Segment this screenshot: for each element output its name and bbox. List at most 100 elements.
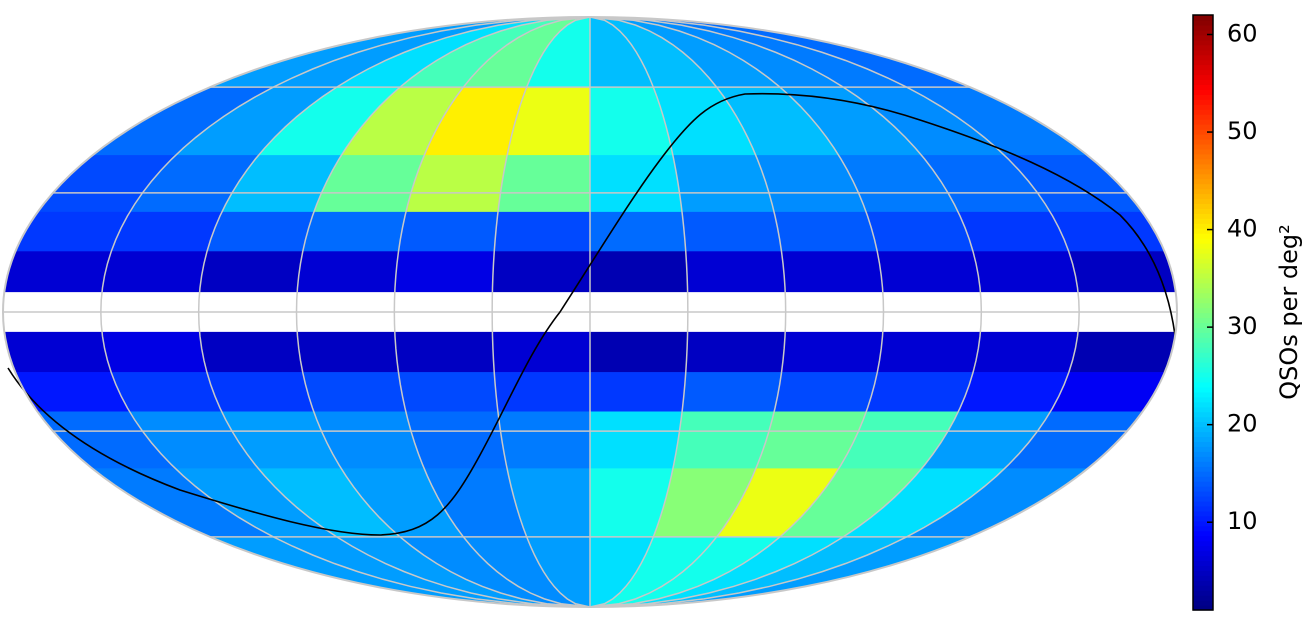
colorbar-swatch (1193, 257, 1213, 264)
density-cell (685, 331, 786, 373)
colorbar-swatch (1193, 505, 1213, 512)
colorbar-swatch (1193, 267, 1213, 274)
colorbar-swatch (1193, 54, 1213, 61)
colorbar-swatch (1193, 119, 1213, 125)
colorbar-swatch (1193, 143, 1213, 150)
colorbar-swatch (1193, 203, 1213, 209)
density-cell (781, 331, 884, 373)
density-cell (681, 211, 782, 252)
colorbar-tick-label: 20 (1227, 410, 1258, 438)
density-cell (589, 211, 687, 252)
colorbar-swatch (1193, 550, 1213, 557)
colorbar-swatch (1193, 590, 1213, 596)
density-cell (957, 211, 1070, 252)
colorbar-swatch (1193, 307, 1213, 314)
density-cell (4, 251, 112, 293)
density-cell (199, 251, 304, 293)
colorbar-swatch (1193, 89, 1213, 95)
density-cell (493, 211, 591, 252)
density-cell (957, 372, 1070, 413)
density-cell (1068, 251, 1176, 293)
density-cell (493, 372, 591, 413)
colorbar-swatch (1193, 134, 1213, 140)
colorbar-swatch (1193, 94, 1213, 100)
colorbar-swatch (1193, 381, 1213, 388)
density-cell (685, 251, 786, 293)
colorbar-swatch (1193, 84, 1213, 90)
colorbar-swatch (1193, 168, 1213, 175)
colorbar-label: QSOs per deg² (1275, 224, 1303, 400)
colorbar-swatch (1193, 262, 1213, 269)
density-cell (206, 372, 315, 413)
colorbar-swatch (1193, 297, 1213, 304)
colorbar-frame (1192, 14, 1214, 611)
colorbar-swatch (1193, 585, 1213, 591)
colorbar-swatch (1193, 218, 1213, 224)
density-cell (398, 372, 499, 413)
colorbar-swatch (1193, 44, 1213, 51)
meridian (589, 16, 689, 608)
density-cell (972, 251, 1079, 293)
colorbar-swatch (1193, 595, 1213, 601)
colorbar-swatch (1193, 193, 1213, 200)
density-cell (773, 211, 878, 252)
colorbar-swatch (1193, 401, 1213, 408)
colorbar-swatch (1193, 515, 1213, 522)
density-cell (681, 372, 782, 413)
density-cell (497, 155, 591, 213)
colorbar-swatch (1193, 163, 1213, 170)
density-cell (302, 372, 407, 413)
colorbar-swatch (1193, 406, 1213, 413)
colorbar-swatch (1193, 322, 1213, 328)
colorbar-swatch (1193, 352, 1213, 358)
colorbar-swatch (1193, 411, 1213, 418)
colorbar-swatch (1193, 104, 1213, 110)
density-cell (110, 372, 223, 413)
density-cell (199, 331, 304, 373)
colorbar-swatch (1193, 287, 1213, 294)
density-cell (398, 211, 499, 252)
colorbar-swatch (1193, 272, 1213, 279)
colorbar-swatch (1193, 461, 1213, 467)
meridian (197, 16, 591, 608)
colorbar-swatch (1193, 535, 1213, 542)
colorbar-swatch (1193, 357, 1213, 363)
density-cell (1068, 331, 1176, 373)
meridian (100, 16, 591, 608)
colorbar-swatch (1193, 456, 1213, 462)
density-cell (589, 411, 683, 469)
colorbar-swatch (1193, 277, 1213, 284)
colorbar-swatch (1193, 79, 1213, 86)
colorbar-swatch (1193, 446, 1213, 452)
colorbar-swatch (1193, 570, 1213, 576)
colorbar-swatch (1193, 183, 1213, 190)
colorbar-swatch (1193, 248, 1213, 254)
colorbar-swatch (1193, 441, 1213, 447)
colorbar-swatch (1193, 332, 1213, 338)
colorbar-swatch (1193, 426, 1213, 433)
colorbar-swatch (1193, 223, 1213, 229)
density-cell (773, 372, 878, 413)
meridian (491, 16, 591, 608)
colorbar-swatch (1193, 362, 1213, 368)
colorbar-swatch (1193, 19, 1213, 26)
colorbar-swatch (1193, 367, 1213, 373)
density-cell (110, 211, 223, 252)
graticule (3, 16, 1177, 608)
density-cell (394, 331, 495, 373)
density-cell (4, 331, 112, 373)
meridian (589, 16, 983, 608)
colorbar-swatch (1193, 560, 1213, 566)
colorbar-swatch (1193, 198, 1213, 205)
colorbar-swatch (1193, 500, 1213, 507)
density-cell (876, 251, 981, 293)
density-cell (589, 155, 683, 213)
colorbar-swatch (1193, 416, 1213, 423)
colorbar-swatch (1193, 580, 1213, 586)
colorbar-swatch (1193, 148, 1213, 155)
colorbar-swatch (1193, 188, 1213, 195)
colorbar-swatch (1193, 391, 1213, 398)
colorbar-swatch (1193, 49, 1213, 56)
colorbar-swatch (1193, 342, 1213, 348)
colorbar-swatch (1193, 39, 1213, 46)
